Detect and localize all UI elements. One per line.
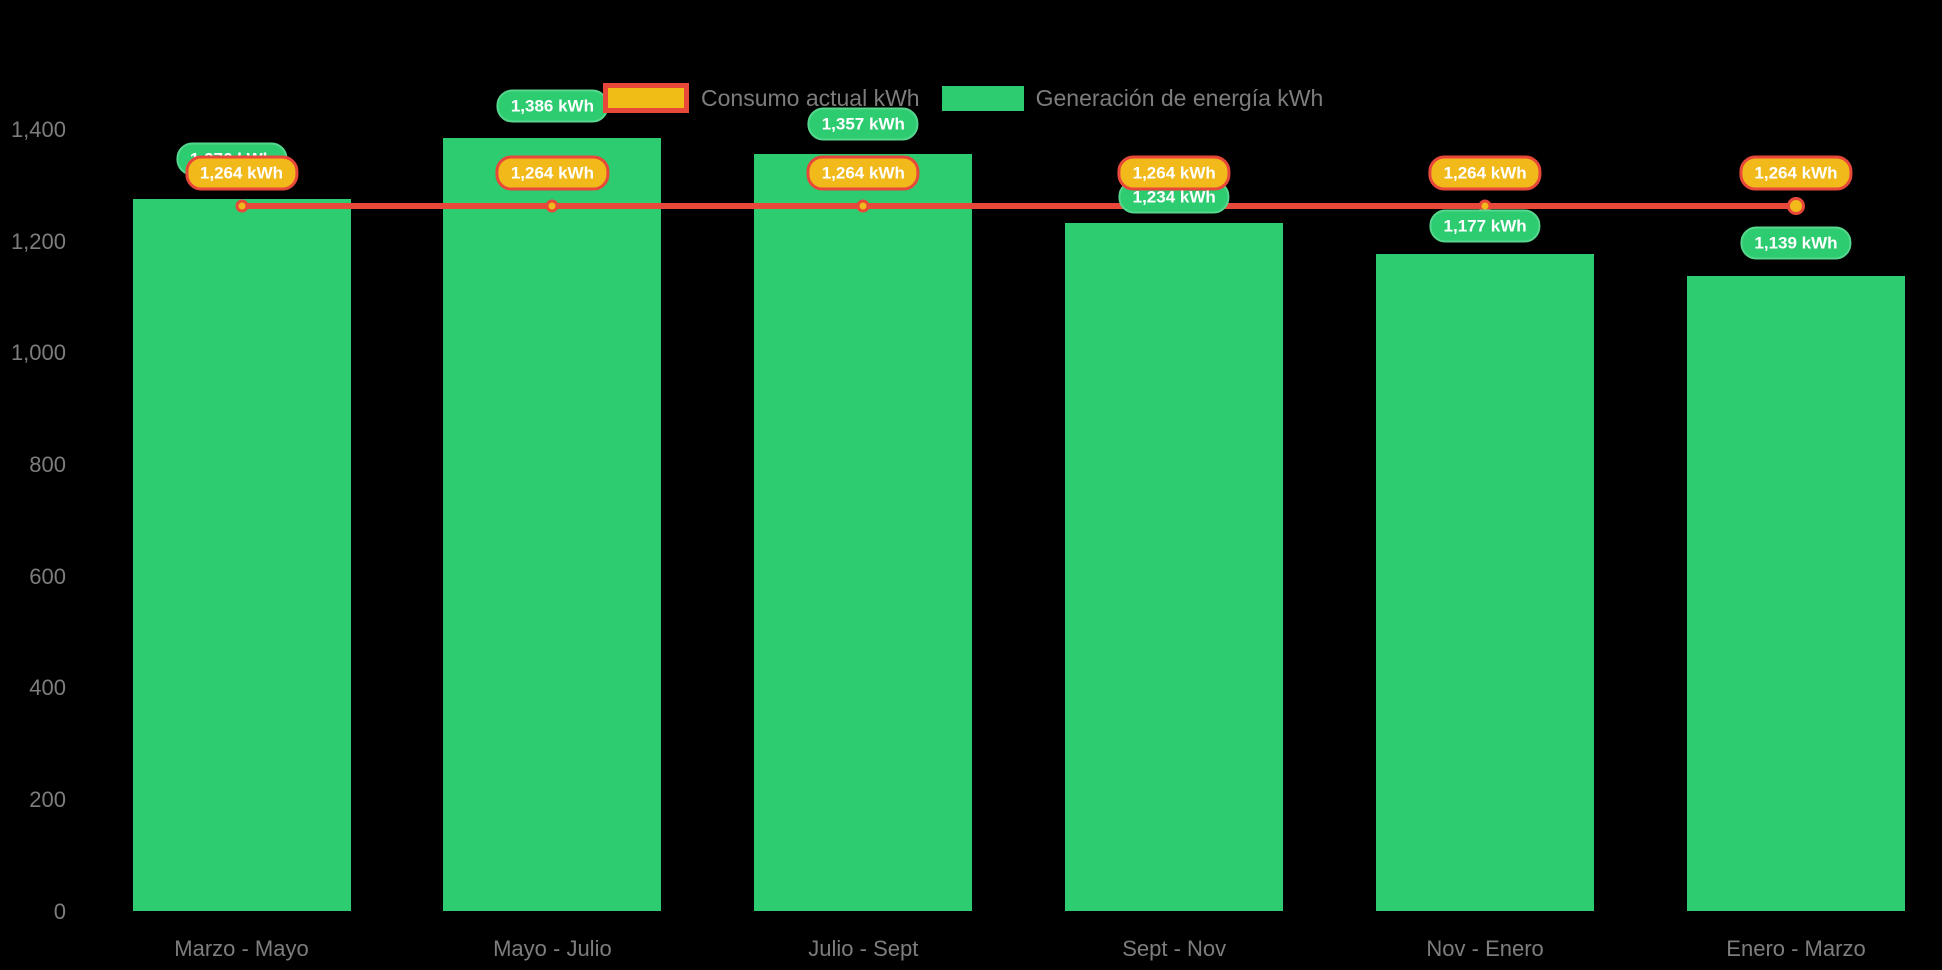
consumo-point[interactable] — [856, 199, 870, 213]
generacion-bar[interactable] — [1376, 254, 1595, 912]
y-tick-label: 400 — [29, 675, 66, 701]
x-tick-label: Enero - Marzo — [1726, 936, 1866, 961]
consumo-data-label: 1,264 kWh — [1117, 155, 1231, 191]
x-tick-label: Mayo - Julio — [493, 936, 612, 961]
y-tick-label: 1,000 — [10, 340, 66, 366]
consumo-point[interactable] — [235, 199, 248, 213]
consumo-line — [241, 202, 1796, 209]
x-tick-label: Nov - Enero — [1426, 936, 1544, 961]
legend: Consumo actual kWh Generación de energía… — [603, 83, 1345, 113]
generacion-data-label: 1,357 kWh — [807, 107, 919, 141]
consumo-data-label: 1,264 kWh — [806, 155, 920, 191]
legend-swatch-consumo[interactable] — [603, 83, 689, 113]
legend-swatch-generacion[interactable] — [941, 85, 1024, 111]
consumo-data-label: 1,264 kWh — [1428, 155, 1542, 191]
generacion-data-label: 1,386 kWh — [496, 89, 608, 123]
y-tick-label: 600 — [29, 563, 66, 589]
generacion-bar[interactable] — [443, 137, 662, 912]
consumo-data-label: 1,264 kWh — [1739, 155, 1853, 191]
generacion-data-label: 1,139 kWh — [1740, 226, 1852, 260]
legend-label-generacion[interactable]: Generación de energía kWh — [1035, 84, 1324, 111]
y-tick-label: 1,400 — [10, 117, 66, 142]
generacion-bar[interactable] — [754, 154, 973, 912]
legend-label-consumo[interactable]: Consumo actual kWh — [701, 84, 920, 111]
y-tick-label: 800 — [29, 451, 66, 477]
consumo-data-label: 1,264 kWh — [495, 155, 609, 191]
generacion-bar[interactable] — [132, 199, 351, 912]
generacion-bar[interactable] — [1687, 275, 1905, 912]
x-tick-label: Marzo - Mayo — [174, 936, 309, 961]
x-tick-label: Julio - Sept — [808, 936, 919, 961]
y-tick-label: 200 — [29, 786, 66, 812]
consumo-data-label: 1,264 kWh — [184, 155, 299, 191]
consumo-point[interactable] — [1787, 196, 1805, 215]
y-tick-label: 0 — [53, 898, 66, 924]
y-tick-label: 1,200 — [10, 228, 66, 254]
x-tick-label: Sept - Nov — [1122, 936, 1227, 961]
generacion-bar[interactable] — [1065, 222, 1284, 912]
consumo-point[interactable] — [545, 199, 559, 213]
generacion-data-label: 1,177 kWh — [1429, 209, 1541, 243]
